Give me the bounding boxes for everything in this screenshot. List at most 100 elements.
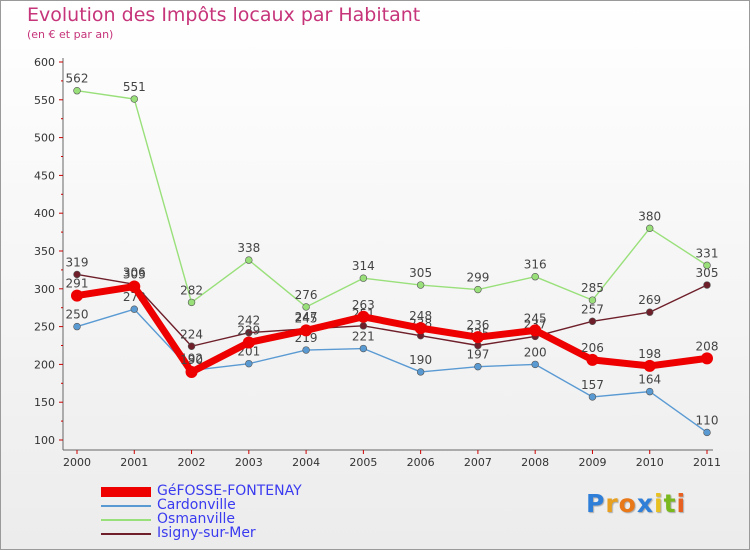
data-point bbox=[187, 298, 196, 307]
data-point bbox=[73, 322, 81, 331]
data-point bbox=[130, 305, 138, 313]
y-tick-label: 350 bbox=[34, 245, 55, 258]
data-label: 229 bbox=[237, 323, 260, 337]
data-label: 248 bbox=[409, 309, 432, 323]
legend-swatch-isigny bbox=[101, 533, 151, 535]
data-label: 245 bbox=[524, 311, 547, 325]
data-point bbox=[646, 387, 654, 396]
data-label: 263 bbox=[352, 298, 375, 312]
data-point bbox=[471, 331, 484, 344]
x-tick-label: 2010 bbox=[636, 456, 664, 469]
data-label: 250 bbox=[66, 308, 89, 322]
data-point bbox=[646, 224, 654, 233]
data-label: 305 bbox=[409, 266, 432, 280]
data-point bbox=[646, 308, 654, 316]
data-label: 316 bbox=[524, 258, 547, 272]
y-tick-label: 550 bbox=[34, 94, 55, 107]
logo-letter: r bbox=[605, 489, 619, 518]
data-point bbox=[359, 274, 368, 282]
data-point bbox=[414, 322, 427, 335]
legend-label-osmanville: Osmanville bbox=[157, 511, 235, 527]
legend-label-isigny: Isigny-sur-Mer bbox=[157, 525, 256, 541]
data-label: 221 bbox=[352, 330, 375, 344]
y-tick-label: 500 bbox=[34, 132, 55, 145]
data-point bbox=[357, 310, 370, 323]
logo-letter: x bbox=[636, 489, 654, 518]
data-label: 285 bbox=[581, 281, 604, 295]
data-point bbox=[73, 270, 81, 279]
data-label: 282 bbox=[180, 283, 203, 297]
chart-subtitle: (en € et par an) bbox=[27, 28, 114, 41]
data-label: 206 bbox=[581, 341, 604, 355]
data-label: 247 bbox=[295, 310, 318, 324]
data-label: 245 bbox=[295, 311, 318, 325]
data-label: 562 bbox=[66, 72, 89, 86]
data-label: 551 bbox=[123, 80, 146, 94]
data-point bbox=[529, 324, 542, 337]
data-label: 314 bbox=[352, 259, 375, 273]
data-label: 164 bbox=[638, 373, 661, 387]
legend-swatch-osmanville bbox=[101, 519, 151, 521]
y-tick-label: 150 bbox=[34, 396, 55, 409]
data-point bbox=[588, 317, 597, 326]
y-tick-label: 100 bbox=[34, 434, 55, 447]
data-label: 276 bbox=[295, 288, 318, 302]
x-tick-label: 2003 bbox=[235, 456, 263, 469]
x-tick-label: 2007 bbox=[464, 456, 492, 469]
data-label: 200 bbox=[524, 345, 547, 359]
data-point bbox=[245, 256, 253, 264]
data-point bbox=[185, 365, 198, 378]
data-label: 198 bbox=[638, 347, 661, 361]
x-tick-label: 2005 bbox=[349, 456, 377, 469]
data-label: 306 bbox=[123, 265, 146, 279]
data-point bbox=[359, 344, 368, 353]
legend-item-gefosse[interactable]: GéFOSSE-FONTENAY bbox=[101, 483, 401, 499]
data-point bbox=[531, 360, 539, 369]
data-label: 331 bbox=[696, 246, 719, 260]
data-point bbox=[703, 428, 711, 437]
data-label: 303 bbox=[123, 268, 146, 282]
data-label: 380 bbox=[638, 209, 661, 223]
data-point bbox=[302, 346, 310, 354]
data-point bbox=[245, 359, 253, 368]
data-point bbox=[586, 353, 599, 366]
x-tick-label: 2006 bbox=[407, 456, 435, 469]
data-label: 157 bbox=[581, 378, 604, 392]
x-tick-label: 2011 bbox=[693, 456, 721, 469]
data-label: 236 bbox=[466, 318, 489, 332]
x-tick-label: 2008 bbox=[521, 456, 549, 469]
data-label: 305 bbox=[696, 266, 719, 280]
logo-letter: P bbox=[586, 489, 606, 518]
chart-legend: GéFOSSE-FONTENAY Cardonville Osmanville … bbox=[101, 483, 401, 541]
data-point bbox=[242, 336, 255, 349]
data-point bbox=[73, 87, 81, 95]
data-label: 338 bbox=[237, 241, 260, 255]
legend-label-gefosse: GéFOSSE-FONTENAY bbox=[157, 483, 302, 499]
y-tick-label: 250 bbox=[34, 321, 55, 334]
data-point bbox=[416, 281, 425, 289]
legend-item-isigny[interactable]: Isigny-sur-Mer bbox=[101, 525, 401, 541]
data-label: 291 bbox=[66, 277, 89, 291]
x-tick-label: 2000 bbox=[63, 456, 91, 469]
series-line bbox=[76, 90, 708, 308]
legend-item-osmanville[interactable]: Osmanville bbox=[101, 511, 401, 527]
legend-label-cardonville: Cardonville bbox=[157, 497, 236, 513]
data-label: 197 bbox=[466, 348, 489, 362]
data-point bbox=[245, 328, 253, 337]
data-point bbox=[701, 352, 713, 365]
data-point bbox=[300, 324, 313, 337]
data-point bbox=[703, 261, 711, 270]
data-label: 110 bbox=[696, 413, 719, 427]
logo-letter: i bbox=[676, 489, 687, 518]
legend-item-cardonville[interactable]: Cardonville bbox=[101, 497, 401, 513]
data-point bbox=[187, 342, 196, 350]
legend-swatch-gefosse bbox=[101, 487, 151, 497]
data-point bbox=[474, 362, 482, 371]
x-tick-label: 2004 bbox=[292, 456, 320, 469]
logo-letter: i bbox=[654, 489, 664, 518]
data-label: 257 bbox=[581, 302, 604, 316]
data-point bbox=[128, 280, 141, 293]
series-line bbox=[76, 273, 708, 347]
